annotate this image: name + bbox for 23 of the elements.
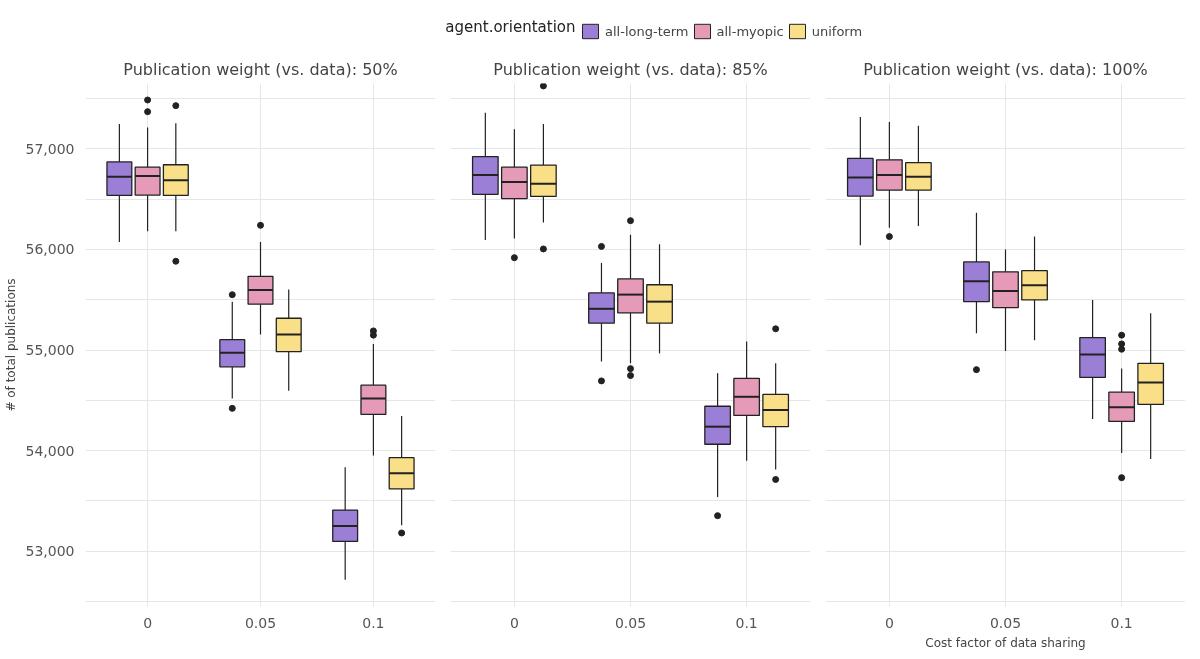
- chart-title: Publication weight (vs. data): 50%: [123, 59, 398, 79]
- x-tick-label: 0.05: [244, 614, 277, 631]
- x-tick-label: 0.1: [362, 614, 385, 631]
- y-tick-label: 54,000: [25, 442, 75, 459]
- x-tick-label: 0.1: [1110, 614, 1133, 631]
- x-tick-label: 0: [884, 614, 894, 631]
- y-tick-label: 55,000: [25, 342, 75, 359]
- x-tick-label: 0: [509, 614, 519, 631]
- x-tick-label: 0.05: [989, 614, 1022, 631]
- legend-title: agent.orientation: [445, 17, 576, 36]
- chart-title: Publication weight (vs. data): 85%: [493, 59, 768, 79]
- legend-label: all-myopic: [716, 23, 784, 39]
- x-tick-label: 0.05: [614, 614, 647, 631]
- legend-label: uniform: [811, 23, 863, 39]
- y-tick-label: 56,000: [25, 241, 75, 258]
- x-tick-label: 0: [143, 614, 153, 631]
- legend-label: all-long-term: [605, 23, 689, 39]
- y-tick-label: 57,000: [25, 140, 75, 157]
- chart-title: Publication weight (vs. data): 100%: [863, 59, 1148, 79]
- x-axis-title: Cost factor of data sharing: [925, 635, 1086, 650]
- y-tick-label: 53,000: [25, 543, 75, 560]
- x-tick-label: 0.1: [735, 614, 758, 631]
- y-axis-title: # of total publications: [3, 278, 18, 412]
